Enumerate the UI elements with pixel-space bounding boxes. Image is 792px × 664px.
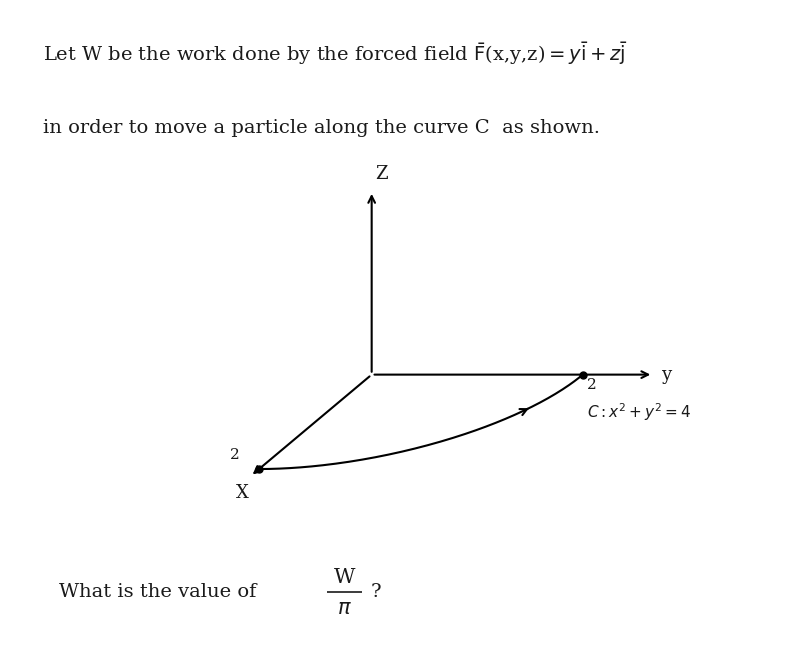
Text: 2: 2	[230, 448, 239, 463]
Text: $C:x^2+y^2=4$: $C:x^2+y^2=4$	[587, 401, 691, 422]
Text: What is the value of: What is the value of	[59, 583, 262, 602]
Text: in order to move a particle along the curve C  as shown.: in order to move a particle along the cu…	[44, 119, 600, 137]
Text: $\pi$: $\pi$	[337, 599, 352, 618]
Text: ?: ?	[371, 583, 382, 602]
Text: X: X	[236, 484, 249, 502]
Text: y: y	[661, 366, 671, 384]
Text: W: W	[333, 568, 355, 588]
Text: Z: Z	[375, 165, 388, 183]
Text: 2: 2	[587, 378, 596, 392]
Text: Let W be the work done by the forced field $\bar{\mathrm{F}}$(x,y,z)$=y\bar{\mat: Let W be the work done by the forced fie…	[44, 41, 628, 67]
